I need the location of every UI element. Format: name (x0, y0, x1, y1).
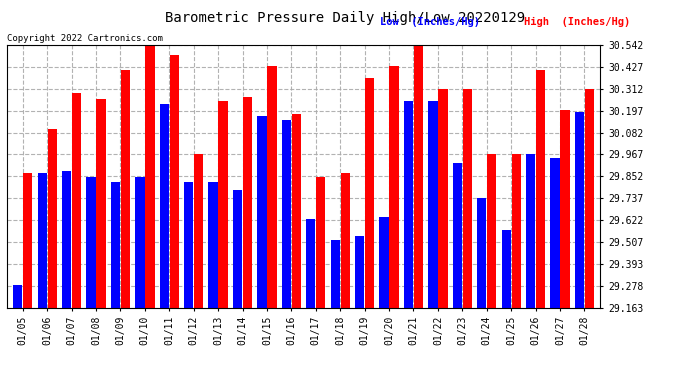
Bar (37, 173, 47, 308)
Bar (380, 217, 388, 308)
Bar (86, 177, 96, 308)
Text: Copyright 2022 Cartronics.com: Copyright 2022 Cartronics.com (7, 34, 163, 43)
Bar (404, 100, 413, 308)
Bar (414, 45, 423, 308)
Bar (282, 120, 291, 308)
Bar (121, 70, 130, 308)
Bar (184, 182, 193, 308)
Bar (560, 110, 570, 308)
Bar (13, 285, 22, 308)
Bar (145, 45, 155, 308)
Bar (97, 99, 106, 308)
Bar (453, 164, 462, 308)
Bar (306, 219, 315, 308)
Bar (316, 177, 326, 308)
Bar (292, 114, 301, 308)
Bar (233, 190, 242, 308)
Bar (208, 182, 218, 308)
Bar (62, 171, 71, 308)
Text: High  (Inches/Hg): High (Inches/Hg) (524, 17, 631, 27)
Text: Low  (Inches/Hg): Low (Inches/Hg) (380, 17, 480, 27)
Bar (526, 154, 535, 308)
Bar (159, 104, 169, 308)
Bar (355, 236, 364, 308)
Bar (135, 177, 144, 308)
Bar (487, 154, 496, 308)
Bar (170, 55, 179, 308)
Bar (111, 182, 120, 308)
Bar (502, 230, 511, 308)
Bar (267, 66, 277, 308)
Bar (331, 240, 340, 308)
Bar (585, 89, 594, 308)
Bar (194, 154, 204, 308)
Bar (463, 89, 472, 308)
Bar (428, 100, 437, 308)
Bar (536, 70, 545, 308)
Bar (365, 78, 374, 308)
Bar (438, 89, 448, 308)
Bar (243, 97, 253, 308)
Bar (48, 129, 57, 308)
Bar (341, 173, 350, 308)
Bar (477, 198, 486, 308)
Bar (575, 112, 584, 308)
Bar (72, 93, 81, 308)
Text: Barometric Pressure Daily High/Low 20220129: Barometric Pressure Daily High/Low 20220… (165, 11, 525, 25)
Bar (551, 158, 560, 308)
Bar (389, 66, 399, 308)
Bar (23, 173, 32, 308)
Bar (511, 154, 521, 308)
Bar (219, 100, 228, 308)
Bar (257, 116, 266, 308)
